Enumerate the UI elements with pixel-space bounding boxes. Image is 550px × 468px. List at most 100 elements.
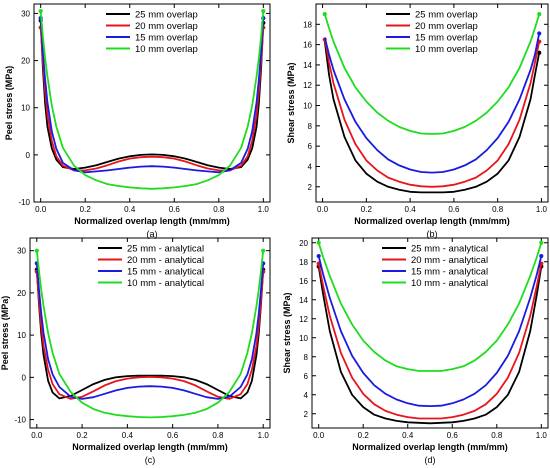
legend-label: 15 mm - analytical	[127, 267, 204, 278]
legend-label: 25 mm overlap	[135, 10, 198, 21]
series-line-15-mm---analytical	[317, 255, 543, 407]
x-tick-label: 0.8	[491, 431, 503, 440]
x-tick-label: 0.8	[212, 431, 224, 440]
y-axis-label: Peel stress (MPa)	[4, 66, 14, 141]
x-tick-label: 0.2	[77, 431, 89, 440]
x-tick-label: 0.2	[361, 205, 373, 214]
x-axis-label: Normalized overlap length (mm/mm)	[352, 442, 508, 452]
series-line-20-mm---analytical	[35, 271, 265, 400]
y-axis-label: Peel stress (MPa)	[0, 296, 10, 371]
series-line-15-mm---analytical	[35, 263, 265, 400]
plot-frame	[315, 3, 549, 203]
legend-label: 25 mm - analytical	[411, 244, 488, 255]
y-tick-label: 10	[21, 104, 30, 113]
y-tick-label: 8	[308, 122, 313, 131]
series-point	[34, 248, 39, 253]
legend-label: 10 mm - analytical	[127, 278, 204, 289]
series-line-25-mm---analytical	[317, 266, 543, 425]
legend-label: 15 mm overlap	[135, 33, 198, 44]
x-tick-label: 1.0	[258, 205, 270, 214]
x-tick-label: 0.4	[402, 431, 414, 440]
series-point	[261, 8, 266, 14]
legend-label: 10 mm overlap	[135, 44, 198, 55]
legend-label: 20 mm overlap	[415, 21, 478, 32]
x-tick-label: 0.0	[313, 431, 325, 440]
y-tick-label: 14	[303, 61, 312, 70]
panel-caption: (c)	[145, 455, 156, 465]
x-tick-label: 0.4	[124, 205, 136, 214]
series-line-10-mm-overlap	[323, 13, 541, 135]
x-tick-label: 1.0	[258, 431, 270, 440]
chart-panel-c: 0.0 0.2 0.4 0.6 0.8 1.0 -10 0 10 20 30 Normalized o…	[0, 237, 271, 465]
x-tick-label: 0.6	[169, 205, 181, 214]
x-axis-label: Normalized overlap length (mm/mm)	[74, 216, 230, 226]
series-point	[261, 248, 266, 253]
x-tick-label: 0.2	[358, 431, 370, 440]
y-tick-label: 20	[299, 239, 308, 248]
legend-label: 20 mm overlap	[135, 21, 198, 32]
series-line-10-mm---analytical	[35, 250, 265, 419]
y-tick-label: 2	[304, 410, 309, 419]
y-tick-label: 30	[21, 9, 30, 18]
x-tick-label: 0.8	[213, 205, 225, 214]
y-tick-label: 0	[26, 151, 31, 160]
chart-panel-a: 0.0 0.2 0.4 0.6 0.8 1.0 -10 0 10 20 30 Normalized o…	[4, 3, 271, 239]
x-tick-label: 0.0	[317, 205, 329, 214]
y-tick-label: 10	[299, 334, 308, 343]
y-tick-label: 4	[304, 391, 309, 400]
y-tick-label: 16	[299, 277, 308, 286]
series-line-10-mm-overlap	[39, 11, 265, 190]
series-line-25-mm-overlap	[323, 41, 541, 194]
series-point	[537, 31, 542, 36]
legend-label: 15 mm overlap	[415, 33, 478, 44]
series-line-15-mm-overlap	[39, 18, 265, 174]
y-tick-label: 2	[308, 183, 313, 192]
series-line-10-mm---analytical	[317, 242, 543, 372]
series-point	[316, 253, 321, 259]
plot-frame	[311, 237, 549, 429]
series-point	[316, 240, 321, 245]
y-tick-label: 18	[299, 258, 308, 267]
x-tick-label: 0.0	[35, 205, 47, 214]
legend-label: 20 mm - analytical	[127, 255, 204, 266]
x-tick-label: 0.6	[447, 431, 459, 440]
y-tick-label: -10	[14, 416, 26, 425]
series-point	[539, 240, 544, 245]
legend-label: 20 mm - analytical	[411, 255, 488, 266]
x-tick-label: 0.8	[492, 205, 504, 214]
legend-label: 10 mm - analytical	[411, 278, 488, 289]
y-tick-label: 30	[17, 247, 26, 256]
y-axis-label: Shear stress (MPa)	[286, 62, 296, 143]
y-tick-label: 10	[17, 331, 26, 340]
series-point	[537, 12, 542, 17]
x-tick-label: 1.0	[536, 431, 548, 440]
panel-caption: (d)	[425, 455, 436, 465]
y-tick-label: 0	[22, 373, 27, 382]
series-point	[322, 12, 327, 17]
y-tick-label: 20	[21, 57, 30, 66]
panel-caption: (b)	[427, 229, 438, 239]
y-tick-label: 6	[308, 142, 313, 151]
x-tick-label: 1.0	[536, 205, 548, 214]
x-tick-label: 0.4	[122, 431, 134, 440]
legend-label: 25 mm overlap	[415, 10, 478, 21]
x-tick-label: 0.6	[167, 431, 179, 440]
series-line-15-mm-overlap	[323, 33, 541, 174]
y-tick-label: 16	[303, 41, 312, 50]
y-tick-label: 8	[304, 353, 309, 362]
y-axis-label: Shear stress (MPa)	[282, 292, 292, 373]
x-axis-label: Normalized overlap length (mm/mm)	[354, 216, 510, 226]
x-axis-label: Normalized overlap length (mm/mm)	[72, 442, 228, 452]
series-point	[539, 253, 544, 259]
y-tick-label: 6	[304, 372, 309, 381]
x-tick-label: 0.6	[448, 205, 460, 214]
series-line-20-mm-overlap	[39, 27, 265, 172]
y-tick-label: 10	[303, 102, 312, 111]
plot-frame	[29, 237, 271, 429]
y-tick-label: -10	[18, 198, 30, 207]
y-tick-label: 20	[17, 289, 26, 298]
legend-label: 25 mm - analytical	[127, 244, 204, 255]
series-point	[537, 50, 542, 55]
series-line-25-mm---analytical	[35, 269, 265, 400]
y-tick-label: 14	[299, 296, 308, 305]
